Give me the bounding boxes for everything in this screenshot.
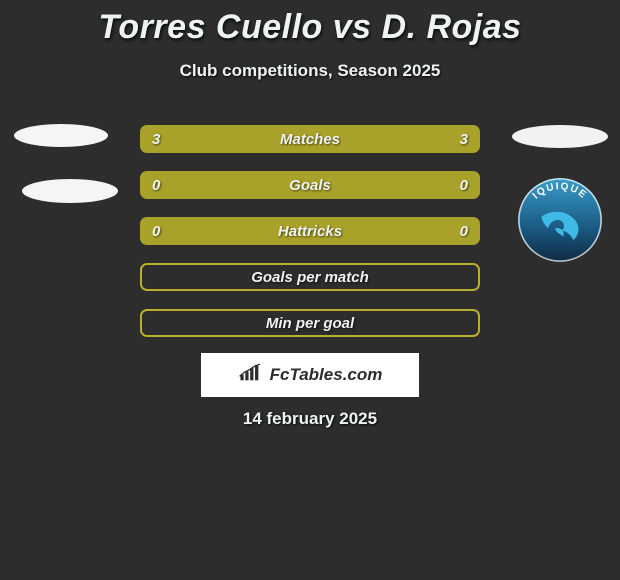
stat-row: 0Goals0: [140, 171, 480, 199]
page-title: Torres Cuello vs D. Rojas: [0, 0, 620, 47]
stat-row: 3Matches3: [140, 125, 480, 153]
stat-row: 0Hattricks0: [140, 217, 480, 245]
stat-right-value: 0: [438, 223, 468, 240]
subtitle: Club competitions, Season 2025: [0, 61, 620, 81]
stat-row: Goals per match: [140, 263, 480, 291]
player-left-ellipse-1: [14, 124, 108, 147]
brand-text: FcTables.com: [270, 365, 383, 385]
stat-row: Min per goal: [140, 309, 480, 337]
player-left-ellipse-2: [22, 179, 118, 203]
player-right-ellipse-1: [512, 125, 608, 148]
stat-left-value: 0: [152, 223, 182, 240]
stat-left-value: 0: [152, 177, 182, 194]
stat-left-value: 3: [152, 131, 182, 148]
date-text: 14 february 2025: [0, 409, 620, 429]
stat-right-value: 0: [438, 177, 468, 194]
stats-container: 3Matches30Goals00Hattricks0Goals per mat…: [140, 125, 480, 355]
stat-label: Min per goal: [154, 315, 466, 332]
stat-label: Hattricks: [182, 223, 438, 240]
club-badge-iquique: IQUIQUE: [518, 178, 602, 262]
stat-label: Goals per match: [154, 269, 466, 286]
stat-label: Matches: [182, 131, 438, 148]
stat-right-value: 3: [438, 131, 468, 148]
chart-icon: [238, 363, 264, 388]
brand-box: FcTables.com: [201, 353, 419, 397]
stat-label: Goals: [182, 177, 438, 194]
